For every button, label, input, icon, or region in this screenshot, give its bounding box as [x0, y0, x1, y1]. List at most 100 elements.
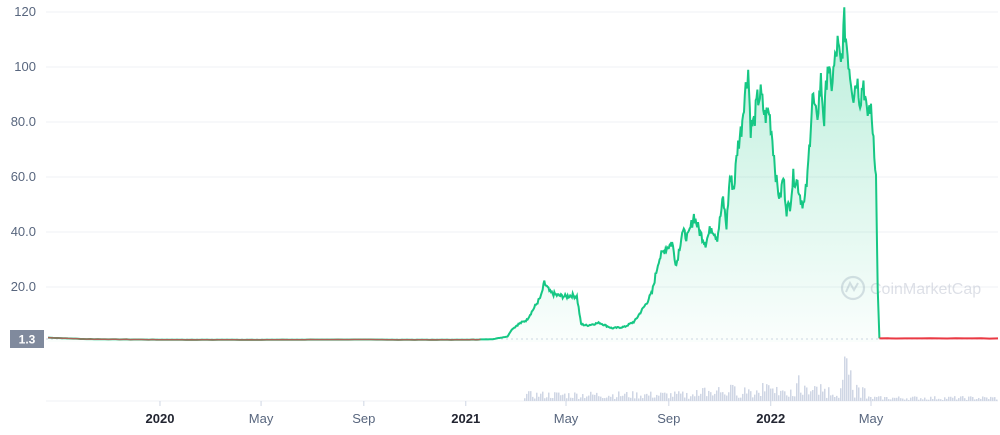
- volume-bar: [914, 396, 916, 401]
- volume-bar: [744, 387, 746, 401]
- volume-bars: [524, 357, 998, 401]
- volume-bar: [706, 396, 708, 401]
- volume-bar: [584, 398, 586, 401]
- volume-bar: [768, 385, 770, 401]
- volume-bar: [966, 400, 968, 401]
- volume-bar: [622, 396, 624, 401]
- volume-bar: [726, 396, 728, 401]
- volume-bar: [956, 400, 958, 401]
- volume-bar: [906, 398, 908, 401]
- volume-bar: [928, 400, 930, 401]
- volume-bar: [544, 398, 546, 401]
- volume-bar: [700, 394, 702, 401]
- volume-bar: [644, 394, 646, 401]
- volume-bar: [804, 386, 806, 401]
- volume-bar: [646, 394, 648, 401]
- volume-bar: [790, 390, 792, 401]
- volume-bar: [980, 399, 982, 401]
- volume-bar: [632, 391, 634, 401]
- volume-bar: [714, 394, 716, 401]
- volume-bar: [594, 395, 596, 401]
- volume-bar: [820, 384, 822, 401]
- volume-bar: [606, 398, 608, 401]
- volume-bar: [926, 400, 928, 401]
- volume-bar: [740, 398, 742, 401]
- y-tick-label: 60.0: [11, 169, 36, 184]
- volume-bar: [638, 398, 640, 401]
- volume-bar: [546, 397, 548, 401]
- y-tick-label: 120: [14, 4, 36, 19]
- volume-bar: [530, 391, 532, 401]
- volume-bar: [844, 357, 846, 401]
- volume-bar: [694, 396, 696, 401]
- volume-bar: [770, 389, 772, 401]
- volume-bar: [568, 393, 570, 401]
- volume-bar: [552, 398, 554, 401]
- volume-bar: [824, 389, 826, 401]
- volume-bar: [904, 400, 906, 401]
- volume-bar: [636, 392, 638, 401]
- volume-bar: [958, 398, 960, 401]
- volume-bar: [774, 393, 776, 401]
- volume-bar: [704, 388, 706, 401]
- volume-bar: [822, 392, 824, 401]
- volume-bar: [978, 398, 980, 401]
- volume-bar: [924, 398, 926, 401]
- volume-bar: [994, 397, 996, 401]
- volume-bar: [894, 398, 896, 401]
- volume-bar: [590, 392, 592, 401]
- volume-bar: [602, 398, 604, 401]
- volume-bar: [588, 396, 590, 401]
- volume-bar: [528, 391, 530, 401]
- volume-bar: [730, 385, 732, 401]
- volume-bar: [572, 398, 574, 401]
- volume-bar: [868, 396, 870, 401]
- volume-bar: [612, 394, 614, 401]
- volume-bar: [882, 400, 884, 401]
- volume-bar: [680, 394, 682, 401]
- volume-bar: [630, 398, 632, 401]
- volume-bar: [902, 399, 904, 401]
- volume-bar: [808, 394, 810, 401]
- volume-bar: [908, 400, 910, 401]
- volume-bar: [652, 398, 654, 401]
- volume-bar: [944, 397, 946, 401]
- volume-bar: [884, 397, 886, 401]
- volume-bar: [624, 394, 626, 401]
- volume-bar: [892, 398, 894, 401]
- volume-bar: [890, 399, 892, 401]
- volume-bar: [936, 399, 938, 401]
- x-tick-label: May: [859, 411, 884, 426]
- volume-bar: [874, 397, 876, 401]
- volume-bar: [664, 393, 666, 401]
- volume-bar: [988, 399, 990, 401]
- volume-bar: [526, 394, 528, 401]
- volume-bar: [974, 399, 976, 401]
- volume-bar: [876, 397, 878, 401]
- volume-bar: [656, 395, 658, 401]
- volume-bar: [634, 398, 636, 401]
- volume-bar: [920, 398, 922, 401]
- volume-bar: [618, 391, 620, 401]
- volume-bar: [696, 390, 698, 401]
- volume-bar: [828, 387, 830, 401]
- volume-bar: [748, 389, 750, 401]
- volume-bar: [886, 397, 888, 401]
- volume-bar: [850, 370, 852, 401]
- volume-bar: [660, 393, 662, 401]
- volume-bar: [556, 393, 558, 401]
- volume-bar: [780, 391, 782, 401]
- y-tick-label: 40.0: [11, 224, 36, 239]
- volume-bar: [788, 397, 790, 401]
- volume-bar: [728, 392, 730, 401]
- volume-bar: [880, 396, 882, 401]
- volume-bar: [870, 397, 872, 401]
- volume-bar: [996, 400, 998, 401]
- current-price-label: 1.3: [19, 333, 36, 347]
- volume-bar: [716, 390, 718, 401]
- volume-bar: [762, 383, 764, 401]
- volume-bar: [784, 391, 786, 401]
- volume-bar: [952, 398, 954, 401]
